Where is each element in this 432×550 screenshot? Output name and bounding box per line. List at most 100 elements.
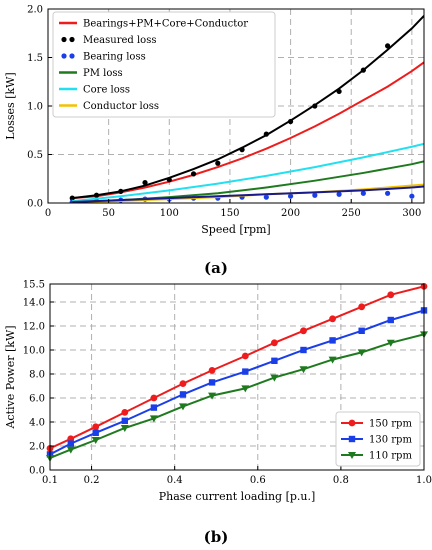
chart1-series-130-rpm-point [300, 346, 307, 354]
chart1-series-150-rpm-point [150, 394, 158, 402]
chart1-legend-marker [348, 452, 356, 459]
chart0-ytick-label: 0.0 [27, 199, 43, 210]
chart0-legend-swatch [61, 53, 67, 59]
chart0-legend-swatch [69, 53, 75, 59]
chart0-legend-label: PM loss [83, 68, 123, 79]
chart0-legend [52, 11, 276, 118]
chart0-xtick-label: 250 [342, 208, 361, 219]
chart1-series-130-rpm-point [329, 337, 336, 344]
chart1-xtick-label: 0.8 [333, 475, 349, 486]
chart1-series-130-rpm-point [387, 316, 394, 324]
chart1-series-110-rpm-point [357, 349, 366, 357]
chart1-series-130-rpm-point [150, 404, 158, 411]
chart1-ytick-label: 8.0 [29, 370, 45, 381]
chart1-series-110-rpm-point [149, 415, 158, 423]
chart0-xtick-label: 100 [160, 208, 179, 219]
chart1-series-110-rpm-point [66, 446, 75, 454]
chart1-series-150-rpm-point [329, 315, 336, 323]
chart0-series-bearing-loss-point [336, 191, 342, 197]
chart1-series-110-rpm-line [50, 333, 424, 459]
chart0-ytick-label: 1.5 [27, 53, 43, 64]
chart1-legend [335, 411, 421, 467]
chart1-series-130-rpm-point [179, 391, 187, 398]
chart0-legend-label: Conductor loss [83, 101, 159, 112]
chart1-ytick-label: 0.0 [29, 466, 45, 477]
chart1-ytick-label: 14.0 [23, 298, 45, 309]
chart0-series-bearings-pm-core-conductor-line [72, 61, 424, 200]
chart1-legend-label: 110 rpm [369, 451, 412, 462]
chart0-series-bearing-loss-point [409, 193, 415, 199]
chart1-series-110-rpm-point [270, 374, 279, 382]
chart0-series-curve-7-line [72, 15, 424, 200]
chart1-series-130-rpm-point [92, 429, 99, 436]
chart1-xtick-label: 1.0 [416, 475, 432, 486]
chart1-ytick-label: 2.0 [29, 442, 45, 453]
chart0-series-bearing-loss-point [385, 190, 391, 196]
chart1-ytick-label: 10.0 [23, 346, 45, 357]
chart1-series-150-rpm-point [241, 352, 249, 360]
chart1-series-110-rpm-point [299, 366, 308, 374]
chart1-legend-label: 150 rpm [369, 419, 412, 430]
chart1-xtick-label: 0.6 [250, 475, 266, 486]
chart1-series-110-rpm-point [91, 437, 100, 444]
chart1-ylabel: Active Power [kW] [4, 325, 17, 429]
chart0-series-measured-loss-point [215, 160, 221, 166]
chart1-series-130-rpm-point [242, 368, 249, 375]
chart0-series-bearing-loss-point [312, 192, 318, 198]
chart0-series-measured-loss-point [69, 195, 75, 201]
chart1-series-110-rpm-point [386, 339, 395, 347]
chart1-ytick-label: 15.5 [23, 280, 45, 291]
chart0-xtick-label: 150 [220, 208, 239, 219]
chart1-frame [49, 283, 425, 471]
chart0-legend-label: Measured loss [83, 35, 156, 46]
chart1-series-110-rpm-point [120, 425, 129, 432]
chart1-xtick-label: 0.4 [167, 475, 183, 486]
chart0-xtick-label: 300 [402, 208, 421, 219]
chart1-series-110-rpm-point [208, 392, 217, 400]
chart1-series-110-rpm-point [178, 403, 187, 411]
chart0-legend-label: Bearings+PM+Core+Conductor [83, 19, 248, 30]
chart1-ytick-label: 12.0 [23, 322, 45, 333]
chart1-series-150-rpm-point [179, 380, 187, 387]
chart1-series-110-rpm-point [328, 356, 337, 364]
chart1-legend-marker [348, 435, 356, 443]
chart1-legend-marker [348, 419, 356, 427]
chart0-xtick-label: 0 [45, 208, 51, 219]
chart1-series-130-rpm-point [358, 327, 365, 334]
chart1-series-150-rpm-point [358, 303, 366, 311]
chart0-series-measured-loss-point [142, 180, 148, 186]
chart0-series-measured-loss-point [190, 171, 197, 177]
panel-label-b: (b) [204, 528, 229, 546]
chart1-xtick-label: 0.2 [84, 475, 100, 486]
chart1-ytick-label: 4.0 [29, 418, 45, 429]
chart0-ylabel: Losses [kW] [4, 72, 17, 139]
chart1-series-150-rpm-point [300, 327, 307, 335]
chart0-series-measured-loss-point [385, 43, 391, 49]
chart0-series-bearing-loss-point [360, 190, 366, 196]
chart0-xtick-label: 200 [281, 208, 300, 219]
chart0-series-core-loss-line [72, 142, 424, 203]
chart1-series-130-rpm-point [121, 417, 128, 424]
chart1-series-130-rpm-point [208, 379, 216, 386]
chart0-legend-swatch [69, 36, 75, 43]
chart1-xtick-label: 0.1 [42, 475, 58, 486]
chart0-legend-label: Bearing loss [83, 52, 146, 63]
chart0-legend-swatch [61, 36, 67, 43]
chart1-series-110-rpm-point [241, 385, 250, 393]
chart1-series-130-rpm-point [271, 357, 278, 364]
chart1-legend-label: 130 rpm [369, 435, 412, 446]
chart0-plot-area [69, 15, 424, 203]
chart1-plot-area [50, 285, 424, 459]
chart0-legend-label: Core loss [83, 85, 130, 96]
chart1-series-150-rpm-point [92, 423, 100, 431]
chart1-series-150-rpm-point [387, 291, 395, 299]
chart1-series-150-rpm-point [208, 367, 216, 374]
chart0-series-bearing-loss-point [287, 193, 294, 199]
chart1-series-130-rpm-point [67, 440, 74, 447]
chart0-series-bearing-loss-point [263, 194, 269, 200]
chart0-ytick-label: 1.0 [27, 102, 43, 113]
chart0-series-curve-6-line [72, 185, 424, 203]
chart1-series-150-rpm-line [50, 285, 424, 450]
chart1-series-130-rpm-line [50, 309, 424, 456]
